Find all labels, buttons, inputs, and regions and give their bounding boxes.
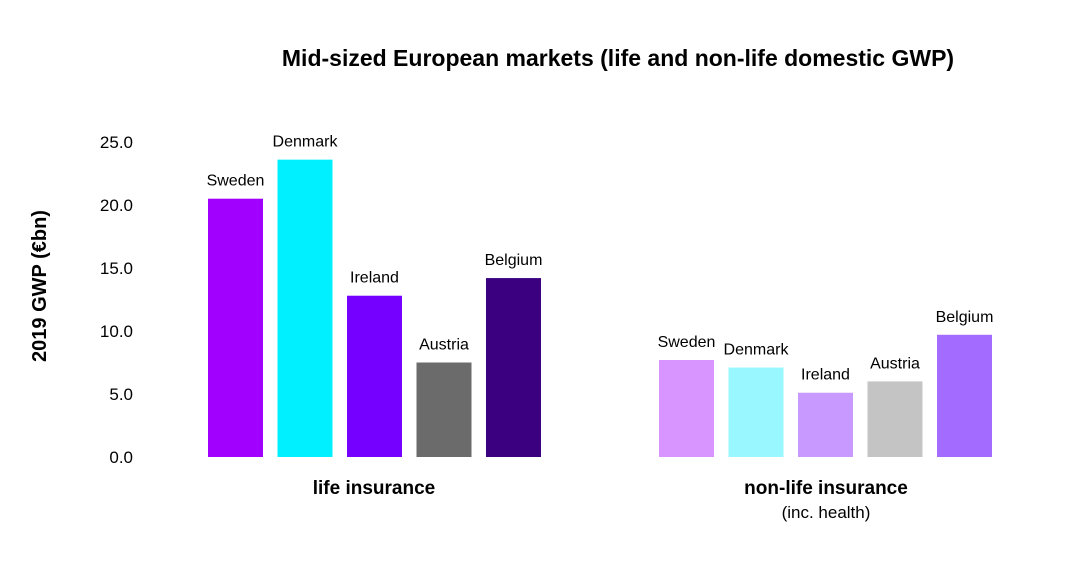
y-tick-label: 5.0: [109, 385, 133, 404]
bar-country-label: Denmark: [273, 134, 339, 151]
bar-country-label: Austria: [419, 337, 469, 354]
bar-belgium-life: [486, 278, 541, 457]
bar-country-label: Sweden: [658, 334, 716, 351]
group-label: non-life insurance: [744, 478, 908, 499]
y-axis-label: 2019 GWP (€bn): [29, 210, 51, 362]
bar-country-label: Austria: [870, 355, 920, 372]
bar-sweden-life: [208, 198, 263, 457]
bars: [208, 159, 992, 457]
y-tick-label: 15.0: [100, 259, 133, 278]
y-tick-label: 20.0: [100, 196, 133, 215]
chart-title: Mid-sized European markets (life and non…: [282, 45, 954, 71]
bar-country-label: Belgium: [936, 309, 994, 326]
bar-austria-life: [416, 362, 472, 457]
bar-country-label: Belgium: [485, 252, 543, 269]
bar-country-label: Ireland: [350, 270, 399, 287]
bar-ireland-non-life: [798, 392, 853, 457]
y-tick-label: 25.0: [100, 133, 133, 152]
y-axis-ticks: 0.0 5.0 10.0 15.0 20.0 25.0: [100, 133, 133, 467]
bar-ireland-life: [347, 295, 402, 457]
bar-country-label: Sweden: [207, 173, 265, 190]
bar-belgium-non-life: [937, 334, 992, 457]
bar-labels: Sweden Denmark Ireland Austria Belgium Sweden…: [207, 134, 994, 384]
bar-country-label: Denmark: [724, 342, 790, 359]
group-label: life insurance: [313, 478, 436, 499]
bar-country-label: Ireland: [801, 367, 850, 384]
group-labels: life insurance non-life insurance (inc. he…: [313, 478, 908, 522]
bar-denmark-non-life: [728, 367, 784, 457]
bar-denmark-life: [277, 159, 333, 457]
group-sublabel: (inc. health): [782, 503, 871, 522]
bar-austria-non-life: [867, 381, 923, 457]
bar-sweden-non-life: [659, 359, 714, 457]
y-tick-label: 0.0: [109, 448, 133, 467]
y-tick-label: 10.0: [100, 322, 133, 341]
